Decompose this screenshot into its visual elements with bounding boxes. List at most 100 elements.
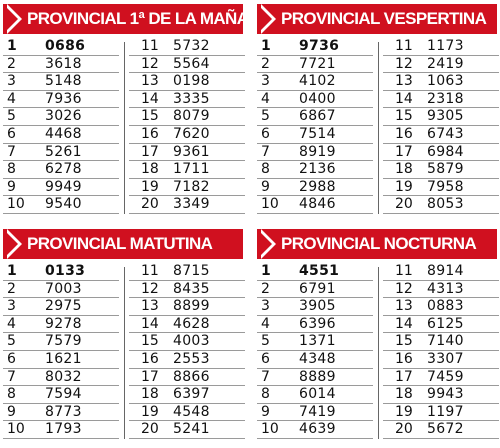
result-position: 18 xyxy=(141,386,159,403)
result-number: 7721 xyxy=(299,55,336,72)
result-number: 6867 xyxy=(299,108,336,125)
result-row: 14 3335 xyxy=(129,91,245,109)
right-results-column: 11 1173 12 2419 13 1063 14 2318 15 9305 16 6743 17 69… xyxy=(383,38,499,214)
result-position: 10 xyxy=(7,421,25,438)
result-number: 3349 xyxy=(173,196,210,213)
result-position: 3 xyxy=(7,73,16,90)
result-row: 11 8715 xyxy=(129,263,245,281)
result-number: 8032 xyxy=(45,368,82,385)
result-position: 15 xyxy=(395,108,413,125)
result-position: 9 xyxy=(261,178,270,195)
result-number: 6791 xyxy=(299,280,336,297)
result-row: 19 7958 xyxy=(383,179,499,197)
result-position: 7 xyxy=(7,143,16,160)
result-position: 12 xyxy=(141,55,159,72)
result-number: 8079 xyxy=(173,108,210,125)
left-results-column: 1 4551 2 6791 3 3905 4 6396 5 1371 6 4348 7 8889 8 6014… xyxy=(257,263,373,439)
result-row: 19 1197 xyxy=(383,404,499,422)
result-position: 1 xyxy=(261,38,271,54)
result-number: 7958 xyxy=(427,178,464,195)
result-row: 5 1371 xyxy=(257,333,373,351)
result-row: 13 1063 xyxy=(383,73,499,91)
result-position: 20 xyxy=(395,196,413,213)
result-row: 2 7721 xyxy=(257,56,373,74)
result-row: 18 1711 xyxy=(129,161,245,179)
result-row: 3 2975 xyxy=(3,298,119,316)
result-row: 17 8866 xyxy=(129,369,245,387)
left-results-column: 1 0686 2 3618 3 5148 4 7936 5 3026 6 4468 7 5261 8 6278… xyxy=(3,38,119,214)
result-row: 8 6014 xyxy=(257,386,373,404)
left-results-column: 1 0133 2 7003 3 2975 4 9278 5 7579 6 1621 7 8032 8 7594… xyxy=(3,263,119,439)
result-position: 16 xyxy=(141,350,159,367)
result-number: 1371 xyxy=(299,333,336,350)
result-number: 7182 xyxy=(173,178,210,195)
result-number: 4102 xyxy=(299,73,336,90)
result-row: 4 6396 xyxy=(257,316,373,334)
result-position: 10 xyxy=(261,196,279,213)
result-row: 17 6984 xyxy=(383,144,499,162)
result-position: 4 xyxy=(7,315,16,332)
results-columns: 1 0133 2 7003 3 2975 4 9278 5 7579 6 1621 7 8032 8 7594… xyxy=(3,263,245,439)
result-row: 2 6791 xyxy=(257,281,373,299)
results-columns: 1 9736 2 7721 3 4102 4 0400 5 6867 6 7514 7 8919 8 2136… xyxy=(257,38,499,214)
result-position: 8 xyxy=(7,161,16,178)
result-row: 3 4102 xyxy=(257,73,373,91)
result-number: 1793 xyxy=(45,421,82,438)
result-row: 15 4003 xyxy=(129,333,245,351)
result-number: 6743 xyxy=(427,125,464,142)
result-row: 9 7419 xyxy=(257,404,373,422)
result-number: 4628 xyxy=(173,315,210,332)
result-position: 4 xyxy=(261,315,270,332)
result-row: 5 7579 xyxy=(3,333,119,351)
result-position: 9 xyxy=(7,403,16,420)
result-position: 12 xyxy=(395,280,413,297)
result-position: 18 xyxy=(395,161,413,178)
result-number: 7594 xyxy=(45,386,82,403)
result-position: 10 xyxy=(7,196,25,213)
panel-header: PROVINCIAL VESPERTINA xyxy=(257,4,497,34)
result-number: 1197 xyxy=(427,403,464,420)
result-row: 5 6867 xyxy=(257,108,373,126)
result-position: 16 xyxy=(395,350,413,367)
result-row: 4 7936 xyxy=(3,91,119,109)
result-position: 12 xyxy=(141,280,159,297)
result-position: 11 xyxy=(141,263,159,279)
result-number: 8914 xyxy=(427,263,464,279)
panel-title: PROVINCIAL 1ª DE LA MAÑANA xyxy=(27,9,243,28)
result-row: 3 3905 xyxy=(257,298,373,316)
result-number: 6397 xyxy=(173,386,210,403)
result-row: 19 7182 xyxy=(129,179,245,197)
result-position: 6 xyxy=(7,350,16,367)
result-number: 7003 xyxy=(45,280,82,297)
result-position: 1 xyxy=(7,263,17,279)
chevron-cut-icon xyxy=(257,229,272,259)
result-number: 9361 xyxy=(173,143,210,160)
result-position: 7 xyxy=(261,368,270,385)
result-row: 13 0198 xyxy=(129,73,245,91)
result-number: 0686 xyxy=(45,38,86,54)
result-number: 4639 xyxy=(299,421,336,438)
result-row: 16 2553 xyxy=(129,351,245,369)
result-row: 20 5672 xyxy=(383,421,499,439)
result-position: 19 xyxy=(141,403,159,420)
result-number: 4468 xyxy=(45,125,82,142)
result-position: 8 xyxy=(7,386,16,403)
result-number: 9305 xyxy=(427,108,464,125)
result-number: 5564 xyxy=(173,55,210,72)
result-position: 5 xyxy=(261,333,270,350)
result-number: 3905 xyxy=(299,298,336,315)
result-position: 15 xyxy=(141,108,159,125)
result-row: 10 4846 xyxy=(257,196,373,214)
result-position: 6 xyxy=(261,350,270,367)
column-divider xyxy=(124,267,125,439)
chevron-cut-icon xyxy=(3,229,18,259)
result-position: 8 xyxy=(261,161,270,178)
result-row: 12 4313 xyxy=(383,281,499,299)
result-position: 16 xyxy=(141,125,159,142)
result-row: 16 7620 xyxy=(129,126,245,144)
result-number: 2419 xyxy=(427,55,464,72)
result-position: 15 xyxy=(395,333,413,350)
result-number: 9540 xyxy=(45,196,82,213)
result-row: 20 8053 xyxy=(383,196,499,214)
result-number: 2975 xyxy=(45,298,82,315)
